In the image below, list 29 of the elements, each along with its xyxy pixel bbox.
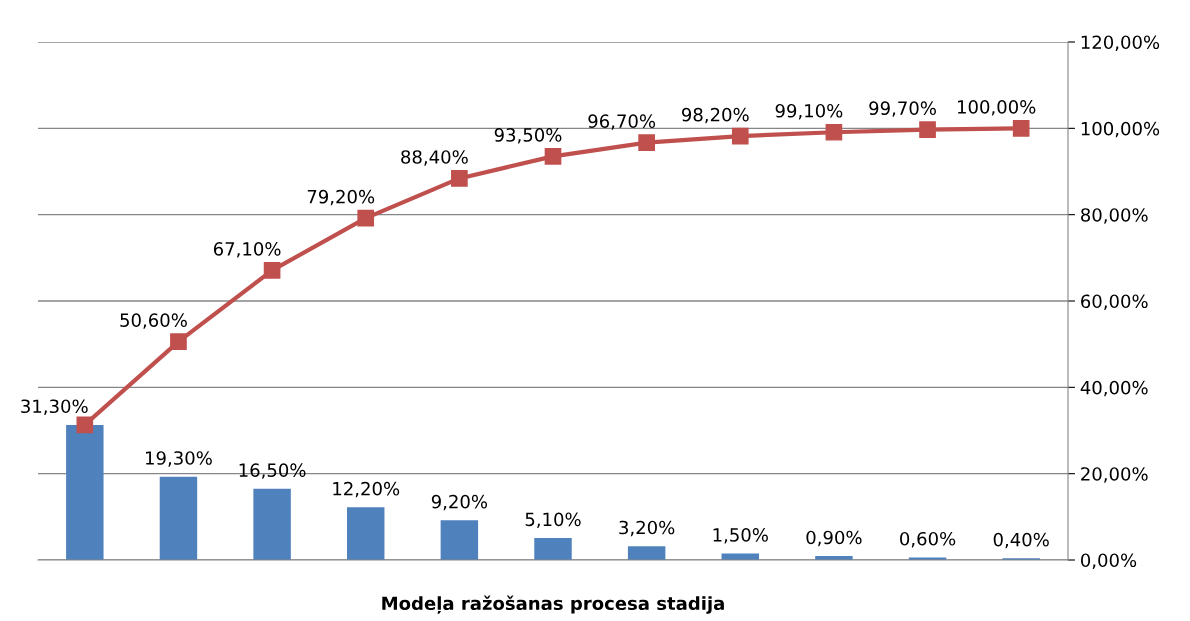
y-tick-label: 20,00% xyxy=(1081,467,1148,483)
y-tick-label: 60,00% xyxy=(1081,294,1148,310)
data-label: 99,70% xyxy=(869,101,936,117)
data-label: 1,50% xyxy=(713,528,768,544)
data-label: 0,60% xyxy=(900,531,956,548)
data-label: 88,40% xyxy=(401,150,468,166)
x-axis-title: Modeļa ražošanas procesa stadija xyxy=(382,595,724,614)
data-label: 96,70% xyxy=(588,114,656,130)
data-label: 93,50% xyxy=(494,128,562,144)
data-label: 0,40% xyxy=(993,532,1049,549)
data-label: 99,10% xyxy=(775,103,843,120)
data-label: 50,60% xyxy=(120,313,187,329)
data-label: 12,20% xyxy=(333,481,400,498)
y-tick-label: 100,00% xyxy=(1081,121,1160,138)
data-label: 79,20% xyxy=(307,189,375,206)
y-tick-label: 0,00% xyxy=(1081,553,1137,569)
data-label: 31,30% xyxy=(21,399,88,415)
y-tick-label: 40,00% xyxy=(1080,380,1148,397)
data-label: 5,10% xyxy=(525,512,581,528)
data-label: 16,50% xyxy=(239,463,306,479)
data-label: 9,20% xyxy=(431,494,488,511)
y-tick-label: 120,00% xyxy=(1081,35,1160,51)
y-tick-label: 80,00% xyxy=(1081,208,1148,224)
data-label: 19,30% xyxy=(146,451,212,467)
data-label: 67,10% xyxy=(213,242,281,258)
data-label: 100,00% xyxy=(958,100,1036,116)
data-label: 3,20% xyxy=(619,520,675,537)
data-label: 0,90% xyxy=(806,530,862,547)
data-label: 98,20% xyxy=(681,107,749,124)
